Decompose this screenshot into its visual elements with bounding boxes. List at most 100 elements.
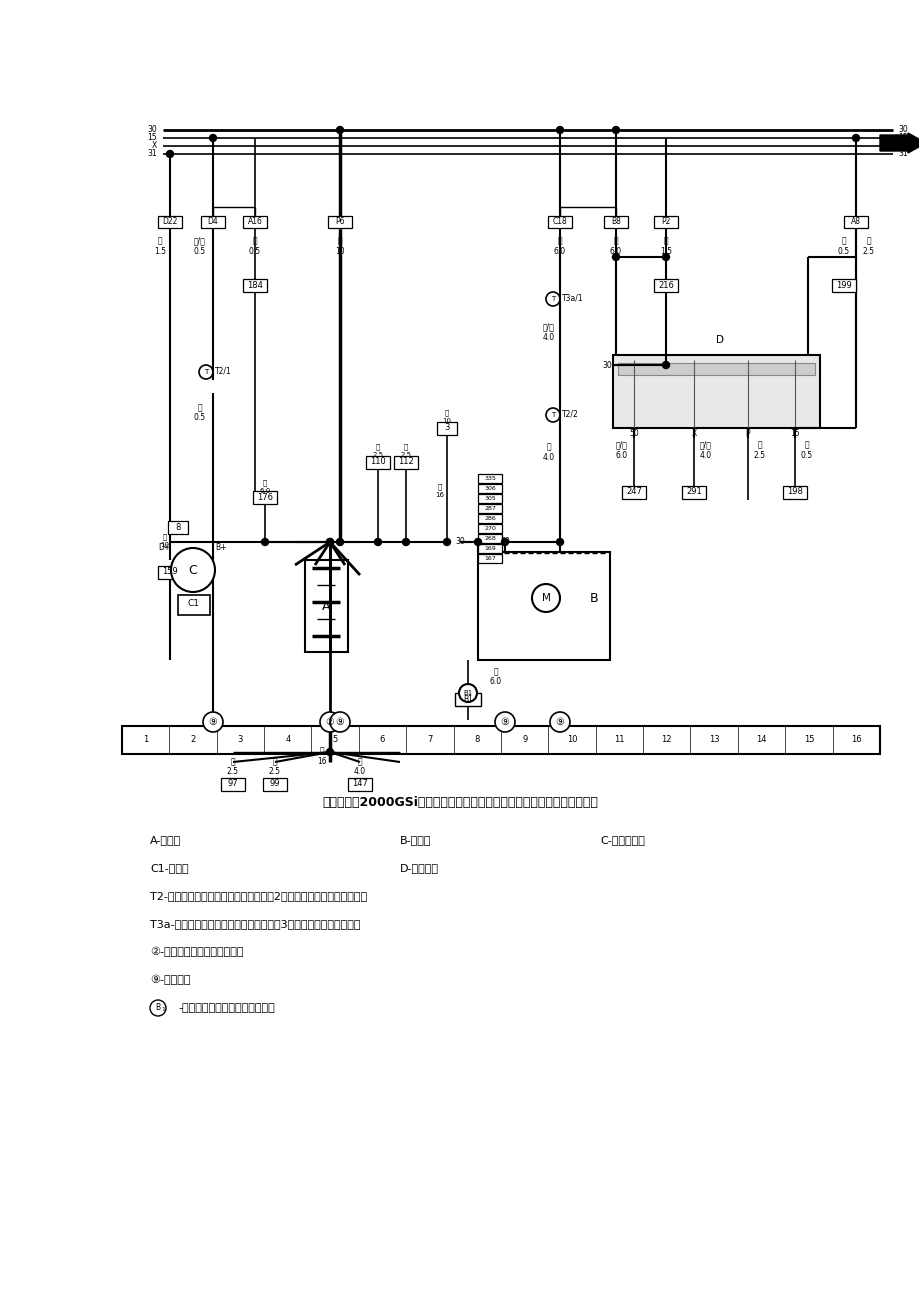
Bar [158, 565, 182, 578]
Text: 15: 15 [897, 134, 907, 142]
Text: 9: 9 [521, 736, 527, 745]
Text: 16: 16 [317, 756, 326, 766]
Text: 绿/黑: 绿/黑 [194, 237, 206, 246]
Text: 97: 97 [227, 780, 238, 789]
Text: 2.5: 2.5 [227, 767, 239, 776]
Text: 6.0: 6.0 [615, 450, 628, 460]
Circle shape [852, 134, 858, 142]
Text: 棕: 棕 [157, 237, 162, 246]
Circle shape [403, 539, 409, 546]
Bar [200, 216, 225, 228]
Text: 306: 306 [483, 486, 495, 491]
Text: 红: 红 [403, 444, 408, 450]
Text: 31: 31 [147, 150, 157, 159]
Text: 15: 15 [789, 428, 799, 437]
Circle shape [210, 134, 216, 142]
Bar [366, 456, 390, 469]
Text: 黑: 黑 [804, 440, 809, 449]
Text: 30: 30 [455, 538, 464, 547]
Text: 4.0: 4.0 [542, 453, 554, 461]
Text: T3a/1: T3a/1 [562, 293, 583, 302]
Text: A16: A16 [247, 217, 262, 227]
Text: 红/黑: 红/黑 [542, 323, 554, 332]
Text: 蓝: 蓝 [198, 404, 202, 413]
Text: C: C [188, 564, 198, 577]
Bar [478, 504, 502, 513]
Bar [158, 216, 182, 228]
Bar [604, 216, 628, 228]
Text: A: A [322, 599, 330, 612]
Text: D-点火开关: D-点火开关 [400, 863, 438, 874]
Bar [548, 216, 572, 228]
Text: 上海桑塔纳2000GSi型轿车交流发电机、蓄电池、起动机、点火开关电路图: 上海桑塔纳2000GSi型轿车交流发电机、蓄电池、起动机、点火开关电路图 [322, 796, 597, 809]
Text: 蓝: 蓝 [253, 237, 257, 246]
Text: B1: B1 [462, 694, 472, 703]
Text: 50: 50 [500, 538, 509, 547]
Text: ⑨: ⑨ [555, 717, 563, 727]
Text: B8: B8 [610, 217, 620, 227]
Circle shape [501, 539, 508, 546]
Text: 112: 112 [398, 457, 414, 466]
Text: 1: 1 [161, 1006, 165, 1012]
Text: 6.0: 6.0 [553, 246, 565, 255]
Text: 16: 16 [850, 736, 861, 745]
Bar [618, 363, 814, 375]
Text: 0.5: 0.5 [800, 450, 812, 460]
Text: 176: 176 [256, 492, 273, 501]
Text: 红: 红 [557, 237, 562, 246]
Text: 1: 1 [143, 736, 148, 745]
Circle shape [474, 539, 481, 546]
Bar [612, 355, 819, 428]
Text: 268: 268 [483, 535, 495, 540]
Text: 16: 16 [435, 492, 444, 497]
Text: 4.0: 4.0 [699, 450, 711, 460]
Bar [221, 777, 244, 790]
Text: P6: P6 [335, 217, 345, 227]
Text: 0.5: 0.5 [837, 246, 849, 255]
Text: 11: 11 [614, 736, 624, 745]
Text: 黑: 黑 [437, 484, 442, 491]
Text: 10: 10 [566, 736, 577, 745]
Text: 4: 4 [285, 736, 290, 745]
Text: T3a-发动机线束与前大灯线束插头连接（3针，在中央线路板后面）: T3a-发动机线束与前大灯线束插头连接（3针，在中央线路板后面） [150, 919, 360, 930]
Circle shape [556, 126, 562, 134]
Bar [305, 560, 347, 652]
Text: 247: 247 [626, 487, 641, 496]
Circle shape [662, 362, 669, 368]
Bar [455, 693, 481, 706]
Text: B: B [155, 1004, 161, 1013]
Bar [653, 279, 677, 292]
Text: 0.5: 0.5 [249, 246, 261, 255]
Bar [478, 552, 609, 660]
Text: D22: D22 [162, 217, 177, 227]
Text: 红: 红 [263, 479, 267, 487]
Text: 13: 13 [709, 736, 719, 745]
Text: 4.0: 4.0 [354, 767, 366, 776]
Text: P: P [745, 428, 750, 437]
Bar [263, 777, 287, 790]
Text: 199: 199 [835, 280, 851, 289]
Bar [243, 216, 267, 228]
Text: ⑨-自身接地: ⑨-自身接地 [150, 975, 190, 986]
Bar [122, 727, 879, 754]
Bar [621, 486, 645, 499]
Bar [478, 543, 502, 552]
Circle shape [374, 539, 381, 546]
Text: 红: 红 [613, 237, 618, 246]
Text: A8: A8 [850, 217, 860, 227]
Text: T: T [550, 296, 554, 302]
Text: 红: 红 [376, 444, 380, 450]
Text: T: T [550, 411, 554, 418]
Bar [168, 521, 187, 534]
Text: T: T [204, 368, 208, 375]
Text: B+: B+ [215, 543, 226, 552]
Text: X: X [897, 142, 902, 151]
Text: T2/1: T2/1 [215, 366, 232, 375]
Text: 1.5: 1.5 [153, 246, 165, 255]
Text: 12: 12 [661, 736, 672, 745]
Text: 4.0: 4.0 [542, 332, 554, 341]
Text: ②-接地点（在蓄电池支架上）: ②-接地点（在蓄电池支架上） [150, 947, 244, 957]
Text: 2.5: 2.5 [268, 767, 280, 776]
Text: B: B [589, 591, 598, 604]
Text: 红: 红 [337, 237, 342, 246]
